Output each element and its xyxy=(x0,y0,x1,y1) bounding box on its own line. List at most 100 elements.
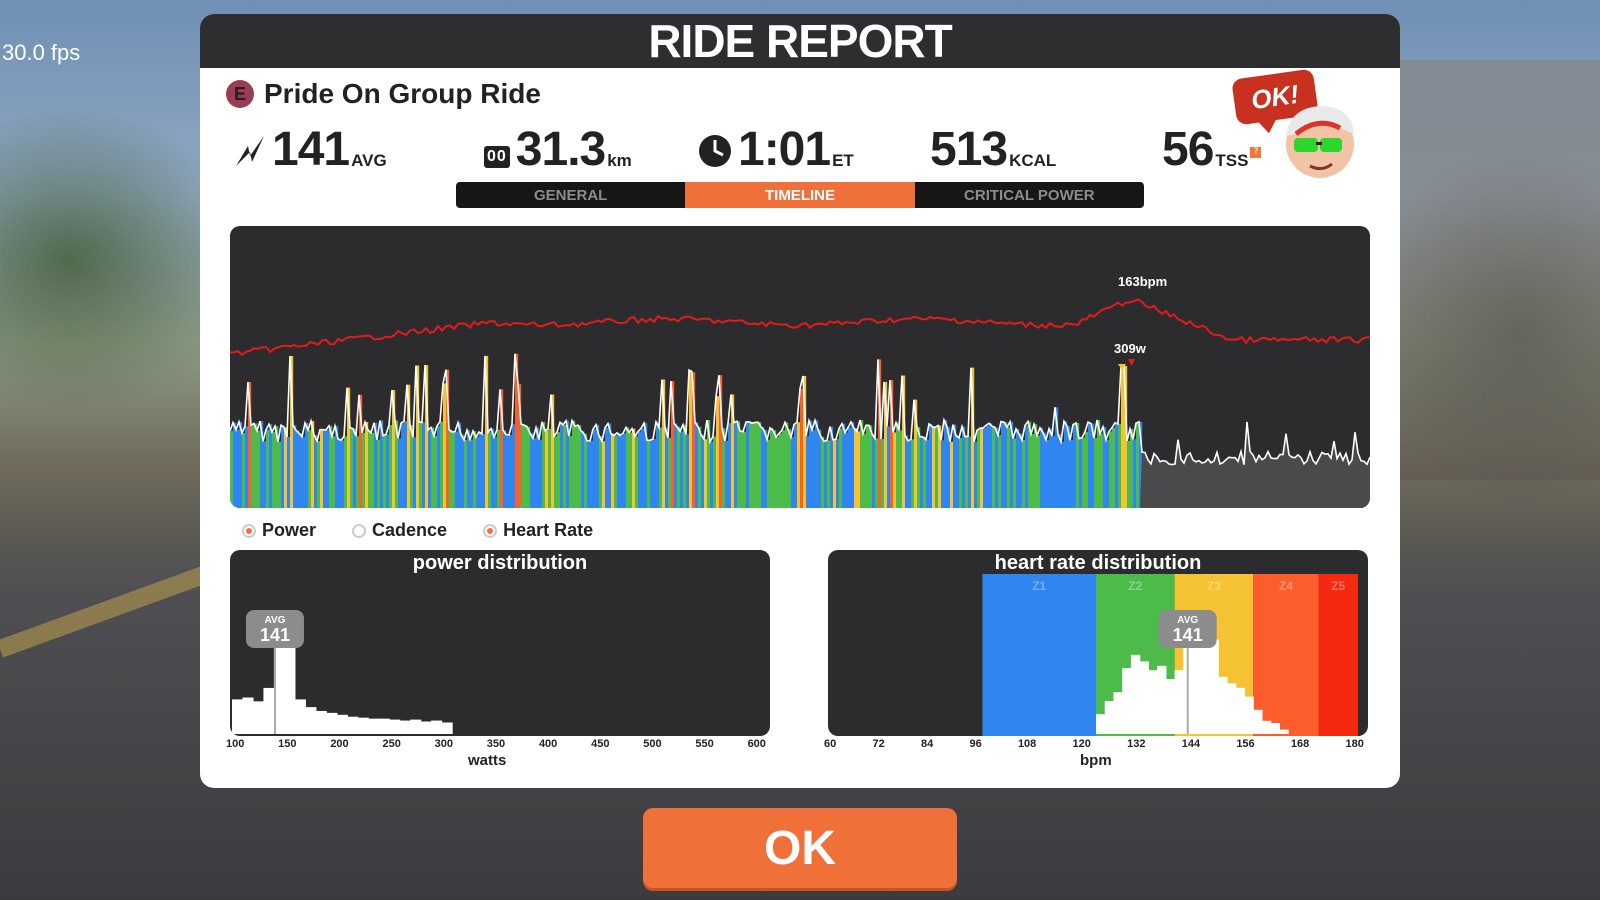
power-zone-bar xyxy=(581,430,585,508)
power-zone-bar xyxy=(920,436,924,508)
chart-legend: Power Cadence Heart Rate xyxy=(242,520,593,541)
power-zone-bar xyxy=(938,425,942,508)
power-zone-bar xyxy=(410,425,414,508)
power-zone-bar xyxy=(272,432,276,508)
power-zone-bar xyxy=(1004,422,1008,508)
power-zone-bar xyxy=(467,430,471,508)
power-zone-bar xyxy=(803,375,807,508)
power-zone-bar xyxy=(299,433,303,508)
power-zone-bar xyxy=(317,441,321,508)
power-zone-bar xyxy=(659,427,663,508)
power-zone-bar xyxy=(731,394,735,508)
power-zone-bar xyxy=(524,425,528,508)
stat-distance-unit: km xyxy=(607,151,632,170)
odometer-digits: 00 xyxy=(484,146,510,168)
power-zone-bar xyxy=(395,420,399,508)
power-distribution-title: power distribution xyxy=(412,552,588,574)
power-distribution-chart: power distribution AVG 141 xyxy=(230,550,770,736)
hr-zone-label: Z1 xyxy=(1032,579,1046,593)
power-zone-bar xyxy=(440,421,444,508)
hr-zone-label: Z3 xyxy=(1207,579,1221,593)
power-zone-bar xyxy=(563,424,567,508)
power-zone-bar xyxy=(662,379,666,508)
power-zone-bar xyxy=(962,426,966,508)
hr-zone-band xyxy=(1318,574,1358,736)
power-zone-bar xyxy=(269,424,273,508)
odometer-icon: 00 xyxy=(484,146,510,168)
power-zone-bar xyxy=(746,421,750,508)
power-zone-bar xyxy=(320,429,324,508)
power-axis-tick: 600 xyxy=(747,738,766,750)
power-zone-bar xyxy=(935,427,939,508)
power-zone-bar xyxy=(488,432,492,508)
tab-general[interactable]: GENERAL xyxy=(533,186,608,204)
legend-power[interactable]: Power xyxy=(242,520,316,541)
power-avg-label: AVG xyxy=(264,615,285,626)
power-zone-bar xyxy=(482,433,486,508)
power-avg-badge xyxy=(245,610,304,648)
power-zone-bar xyxy=(824,441,828,508)
stat-power-value: 141 xyxy=(272,123,350,176)
power-zone-bar xyxy=(689,370,693,508)
power-zone-bar xyxy=(1058,434,1062,508)
distribution-bar xyxy=(347,716,359,734)
power-zone-bar xyxy=(608,423,612,508)
power-zone-bar xyxy=(872,433,876,508)
hr-axis-tick: 72 xyxy=(872,738,885,750)
legend-cadence-label: Cadence xyxy=(372,520,448,540)
power-zone-bar xyxy=(701,434,705,508)
power-zone-bar xyxy=(314,434,318,508)
hr-peak-label: 163bpm xyxy=(1118,274,1167,289)
hr-axis-tick: 144 xyxy=(1181,738,1201,750)
power-zone-bar xyxy=(338,438,342,508)
power-distribution-bars xyxy=(232,638,453,734)
power-zone-bar xyxy=(266,429,270,508)
power-zone-bar xyxy=(671,381,675,508)
ok-button[interactable]: OK xyxy=(643,808,957,888)
hr-axis-tick: 120 xyxy=(1072,738,1091,750)
power-zone-bar xyxy=(509,434,513,508)
power-zone-bar xyxy=(1091,423,1095,508)
power-zone-bar xyxy=(941,440,945,508)
power-zone-bar xyxy=(1124,366,1128,508)
power-distribution-plot: AVG 141 xyxy=(232,610,453,734)
power-zone-bar xyxy=(500,389,504,508)
power-zone-bar xyxy=(1013,438,1017,508)
tab-critical-power[interactable]: CRITICAL POWER xyxy=(964,186,1095,204)
tab-timeline[interactable]: TIMELINE xyxy=(685,182,915,208)
hr-axis-tick: 108 xyxy=(1017,738,1037,750)
power-zone-bar xyxy=(344,436,348,508)
power-zone-bar xyxy=(389,425,393,508)
power-zone-bar xyxy=(944,420,948,508)
category-badge: E xyxy=(226,80,254,108)
power-zone-bar xyxy=(929,423,933,508)
power-zone-bar xyxy=(857,431,861,508)
stat-tss: 56 TSS ? xyxy=(1162,126,1262,174)
power-zone-bar xyxy=(518,383,522,508)
power-zone-bar xyxy=(1115,422,1119,508)
hr-axis-ticks: 60 72 84 96 108 120 132 144 156 168 180 xyxy=(824,738,1364,750)
power-zone-bar xyxy=(1052,435,1056,508)
heart-rate-line xyxy=(230,298,1370,357)
power-zone-bar xyxy=(1082,437,1086,508)
power-zone-bar xyxy=(632,428,636,508)
power-zone-bar xyxy=(434,435,438,508)
legend-cadence[interactable]: Cadence xyxy=(352,520,447,541)
power-zone-bar xyxy=(896,422,900,508)
power-zone-bar xyxy=(791,437,795,508)
tss-info-icon[interactable]: ? xyxy=(1250,147,1262,158)
power-zone-bar xyxy=(284,427,288,508)
stat-power-unit: AVG xyxy=(351,151,387,170)
legend-heart-rate[interactable]: Heart Rate xyxy=(483,520,593,541)
power-zone-bar xyxy=(602,441,606,508)
stat-calories-value: 513 xyxy=(930,123,1008,176)
ride-name: Pride On Group Ride xyxy=(264,78,541,109)
power-zone-bar xyxy=(1103,426,1107,508)
clock-icon xyxy=(698,134,732,168)
power-zone-bar xyxy=(713,436,717,508)
power-zone-bar xyxy=(1007,427,1011,508)
stat-time-unit: ET xyxy=(832,151,854,170)
power-zone-bar xyxy=(380,420,384,508)
power-zone-bar xyxy=(641,428,645,508)
power-zone-bar xyxy=(797,422,801,508)
